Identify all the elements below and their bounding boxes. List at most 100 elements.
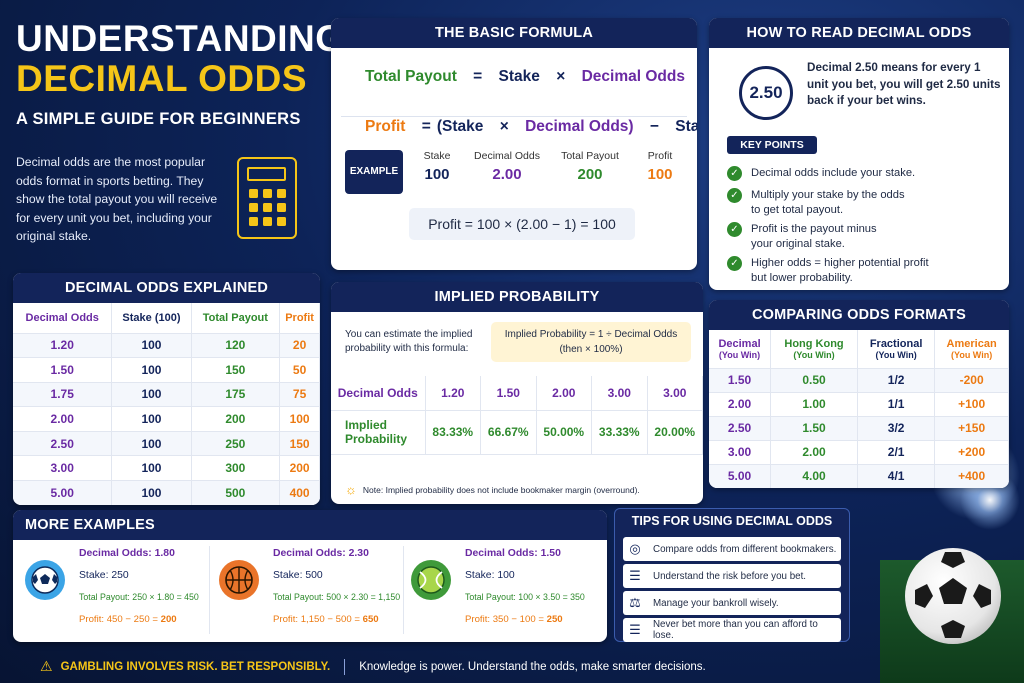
example-badge: EXAMPLE (345, 150, 403, 194)
key-point-text: Higher odds = higher potential profit bu… (751, 257, 929, 284)
table-cell: 3.00 (647, 376, 703, 411)
table-cell: 1/1 (857, 392, 936, 417)
example-label: Profit (647, 150, 673, 162)
table-row: 3.00 100 300 200 (13, 455, 320, 482)
table-cell: 2.50 (709, 416, 772, 441)
example-payout: Total Payout 200 (553, 150, 627, 183)
example-payout: Total Payout: 100 × 3.50 = 350 (465, 592, 585, 602)
table-row: 5.00 100 500 400 (13, 480, 320, 505)
example-label: Total Payout (561, 150, 619, 162)
implied-formula-line: (then × 100%) (559, 344, 623, 355)
example-label: Decimal Odds (474, 150, 540, 162)
table-cell: 500 (191, 480, 281, 505)
table-cell: 2.50 (13, 431, 113, 457)
table-header: Decimal (You Win) (709, 330, 772, 369)
table-cell: 100 (111, 431, 192, 457)
explained-table: Decimal Odds Stake (100) Total Payout Pr… (13, 303, 320, 505)
tip-text: Manage your bankroll wisely. (653, 597, 779, 609)
table-cell: 100 (111, 406, 192, 432)
decimal-odds-explained-panel: DECIMAL ODDS EXPLAINED Decimal Odds Stak… (13, 273, 320, 505)
tip-item: ◎ Compare odds from different bookmakers. (623, 537, 841, 561)
table-cell: 200 (191, 406, 281, 432)
example-value: 200 (577, 166, 603, 183)
table-cell: 33.33% (591, 410, 648, 455)
tennis-ball-icon (411, 560, 451, 600)
table-cell: 100 (111, 357, 192, 383)
footer: ⚠ GAMBLING INVOLVES RISK. BET RESPONSIBL… (0, 650, 880, 683)
table-cell: 1.20 (425, 376, 481, 411)
example-card-soccer: Decimal Odds: 1.80 Stake: 250 Total Payo… (25, 548, 205, 638)
table-row: 2.00 100 200 100 (13, 406, 320, 432)
table-row: 1.50 100 150 50 (13, 357, 320, 383)
formula-term: Decimal Odds) (525, 118, 634, 135)
header-name: Fractional (869, 337, 923, 350)
table-row: 2.50 1.50 3/2 +150 (709, 416, 1009, 441)
divider (341, 116, 687, 117)
table-header: Profit (279, 303, 320, 334)
implied-formula: Implied Probability = 1 ÷ Decimal Odds (… (491, 322, 691, 362)
table-cell: 50.00% (536, 410, 592, 455)
table-cell: +100 (934, 392, 1009, 417)
tips-title: TIPS FOR USING DECIMAL ODDS (631, 514, 833, 528)
checklist-icon: ☰ (629, 622, 641, 637)
table-cell: 400 (279, 480, 320, 505)
table-header: Total Payout (191, 303, 281, 334)
example-calculation: Profit = 100 × (2.00 − 1) = 100 (409, 208, 635, 240)
header-name: American (946, 337, 997, 350)
table-cell: Decimal Odds (331, 376, 426, 411)
implied-note: ☼ Note: Implied probability does not inc… (345, 482, 640, 497)
key-point-text: Profit is the payout minus your original… (751, 223, 877, 250)
table-cell: 66.67% (480, 410, 537, 455)
soccer-ball-icon (25, 560, 65, 600)
formula-operator: × (499, 118, 509, 135)
table-cell: 3.00 (709, 440, 772, 465)
table-cell: 1.50 (709, 368, 772, 393)
example-payout: Total Payout: 500 × 2.30 = 1,150 (273, 592, 401, 602)
table-cell: 100 (111, 382, 192, 408)
table-cell: 2.00 (770, 440, 858, 465)
comparing-title: COMPARING ODDS FORMATS (709, 300, 1009, 330)
check-icon: ✓ (727, 222, 742, 237)
example-profit: Profit: 350 − 100 = 250 (465, 614, 563, 625)
formula-profit: Profit = (Stake × Decimal Odds) − Stake (359, 118, 697, 136)
warning-icon: ⚠ (40, 658, 53, 674)
basketball-icon (219, 560, 259, 600)
example-stake: Stake: 250 (79, 570, 129, 581)
header-sub: (You Win) (793, 349, 835, 360)
implied-description: You can estimate the implied probability… (345, 329, 473, 354)
table-cell: 20.00% (647, 410, 703, 455)
table-cell: 1.20 (13, 333, 113, 359)
example-profit: Profit: 450 − 250 = 200 (79, 614, 177, 625)
table-cell: 2.00 (709, 392, 772, 417)
example-profit: Profit: 1,150 − 500 = 650 (273, 614, 379, 625)
table-row: 5.00 4.00 4/1 +400 (709, 464, 1009, 488)
profit-label: Profit: 350 − 100 = (465, 614, 547, 625)
example-stake: Stake: 100 (465, 570, 515, 581)
table-row: 2.00 1.00 1/1 +100 (709, 392, 1009, 417)
table-cell: 50 (279, 357, 320, 383)
table-cell: 150 (191, 357, 281, 383)
table-cell: 4/1 (857, 464, 936, 488)
check-icon: ✓ (727, 188, 742, 203)
row-label: Implied (345, 418, 388, 432)
footer-divider (344, 658, 346, 675)
table-header: American (You Win) (934, 330, 1009, 369)
formula-operator: × (556, 68, 566, 85)
table-cell: 175 (191, 382, 281, 408)
table-cell: 3.00 (13, 455, 113, 482)
table-cell: 3/2 (857, 416, 936, 441)
table-header: Decimal Odds (13, 303, 113, 334)
comparing-table: Decimal (You Win) Hong Kong (You Win) Frac… (709, 330, 1009, 488)
header-name: Decimal (718, 337, 761, 350)
header-sub: (You Win) (875, 349, 917, 360)
divider (403, 546, 404, 634)
footer-tagline: Knowledge is power. Understand the odds,… (359, 660, 706, 673)
odds-badge: 2.50 (739, 66, 793, 120)
example-label: Stake (423, 150, 451, 162)
row-label: Probability (345, 432, 408, 446)
coins-icon: ☰ (629, 568, 641, 583)
formula-term: Stake (675, 118, 697, 135)
table-cell: 200 (279, 455, 320, 482)
how-to-read-text: Decimal 2.50 means for every 1 unit you … (807, 61, 1001, 107)
table-cell: 120 (191, 333, 281, 359)
